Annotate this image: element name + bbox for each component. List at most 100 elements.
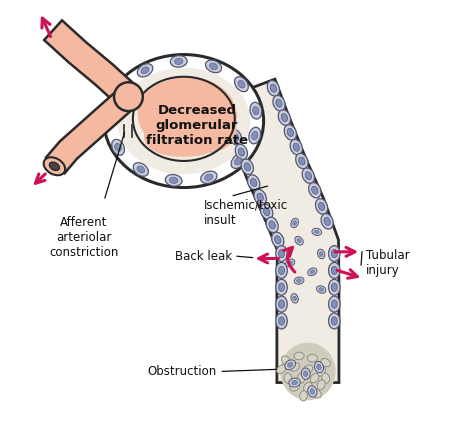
Ellipse shape bbox=[238, 148, 245, 156]
Ellipse shape bbox=[260, 204, 273, 219]
Ellipse shape bbox=[294, 352, 304, 360]
Ellipse shape bbox=[235, 157, 242, 165]
Ellipse shape bbox=[238, 80, 245, 88]
Ellipse shape bbox=[144, 112, 224, 157]
Polygon shape bbox=[44, 21, 137, 107]
Ellipse shape bbox=[249, 127, 261, 144]
Ellipse shape bbox=[312, 389, 321, 398]
Ellipse shape bbox=[300, 391, 307, 401]
Ellipse shape bbox=[210, 63, 218, 70]
Ellipse shape bbox=[206, 60, 222, 73]
Ellipse shape bbox=[288, 261, 292, 265]
Ellipse shape bbox=[235, 144, 247, 160]
Ellipse shape bbox=[311, 186, 318, 194]
Ellipse shape bbox=[165, 174, 182, 186]
Ellipse shape bbox=[114, 82, 143, 111]
Ellipse shape bbox=[290, 140, 302, 155]
Ellipse shape bbox=[285, 259, 295, 267]
Ellipse shape bbox=[304, 382, 312, 392]
Polygon shape bbox=[217, 79, 339, 383]
Ellipse shape bbox=[322, 373, 329, 383]
Ellipse shape bbox=[273, 95, 285, 111]
Ellipse shape bbox=[118, 68, 250, 174]
Ellipse shape bbox=[270, 84, 276, 92]
Ellipse shape bbox=[317, 367, 326, 376]
Ellipse shape bbox=[279, 317, 284, 325]
Ellipse shape bbox=[244, 163, 250, 171]
Ellipse shape bbox=[231, 154, 245, 169]
Ellipse shape bbox=[221, 103, 227, 111]
Ellipse shape bbox=[331, 266, 337, 275]
Ellipse shape bbox=[264, 208, 270, 215]
Ellipse shape bbox=[290, 383, 300, 391]
Ellipse shape bbox=[276, 296, 287, 312]
Ellipse shape bbox=[284, 373, 292, 383]
Ellipse shape bbox=[276, 279, 287, 295]
Ellipse shape bbox=[274, 236, 281, 244]
Ellipse shape bbox=[310, 270, 315, 274]
Ellipse shape bbox=[254, 190, 266, 205]
Ellipse shape bbox=[293, 296, 296, 301]
Ellipse shape bbox=[272, 232, 284, 248]
Ellipse shape bbox=[316, 198, 328, 214]
Ellipse shape bbox=[297, 279, 301, 282]
Ellipse shape bbox=[277, 365, 286, 374]
Ellipse shape bbox=[104, 54, 264, 187]
Ellipse shape bbox=[291, 218, 299, 228]
Ellipse shape bbox=[201, 171, 217, 183]
Ellipse shape bbox=[139, 77, 237, 157]
Ellipse shape bbox=[321, 214, 333, 229]
Ellipse shape bbox=[305, 172, 311, 180]
Ellipse shape bbox=[292, 380, 298, 385]
Ellipse shape bbox=[276, 99, 282, 107]
Ellipse shape bbox=[205, 174, 213, 181]
Ellipse shape bbox=[289, 378, 301, 387]
Text: Decreased
glomerular
filtration rate: Decreased glomerular filtration rate bbox=[146, 104, 248, 147]
Ellipse shape bbox=[137, 64, 153, 77]
Ellipse shape bbox=[253, 107, 259, 115]
Ellipse shape bbox=[291, 293, 298, 303]
Ellipse shape bbox=[112, 139, 125, 155]
Ellipse shape bbox=[137, 166, 145, 173]
Ellipse shape bbox=[328, 279, 340, 295]
Ellipse shape bbox=[266, 217, 278, 233]
Ellipse shape bbox=[308, 268, 317, 276]
Ellipse shape bbox=[108, 115, 114, 123]
Text: Back leak: Back leak bbox=[175, 250, 232, 263]
Ellipse shape bbox=[328, 296, 340, 312]
Ellipse shape bbox=[105, 111, 117, 128]
Ellipse shape bbox=[319, 288, 324, 291]
Ellipse shape bbox=[314, 230, 319, 234]
Ellipse shape bbox=[250, 102, 262, 119]
Text: Afferent
arteriolar
constriction: Afferent arteriolar constriction bbox=[49, 216, 119, 260]
Ellipse shape bbox=[227, 118, 233, 126]
Ellipse shape bbox=[247, 175, 260, 190]
Ellipse shape bbox=[49, 162, 60, 170]
Ellipse shape bbox=[317, 380, 325, 390]
FancyArrowPatch shape bbox=[283, 248, 295, 272]
Text: Tubular
injury: Tubular injury bbox=[365, 249, 409, 277]
Ellipse shape bbox=[278, 110, 291, 125]
Ellipse shape bbox=[117, 87, 124, 95]
Ellipse shape bbox=[170, 56, 187, 67]
Ellipse shape bbox=[307, 355, 318, 362]
Ellipse shape bbox=[169, 177, 178, 183]
Ellipse shape bbox=[133, 163, 148, 176]
Ellipse shape bbox=[331, 283, 337, 291]
Ellipse shape bbox=[302, 168, 315, 183]
Ellipse shape bbox=[310, 388, 315, 394]
Ellipse shape bbox=[309, 182, 321, 198]
Text: Ischemic/toxic
insult: Ischemic/toxic insult bbox=[204, 198, 288, 227]
Ellipse shape bbox=[224, 114, 236, 129]
Ellipse shape bbox=[293, 221, 297, 225]
Ellipse shape bbox=[44, 157, 65, 175]
Ellipse shape bbox=[250, 178, 257, 186]
Ellipse shape bbox=[174, 58, 183, 65]
Ellipse shape bbox=[114, 83, 127, 99]
Ellipse shape bbox=[115, 143, 121, 151]
Ellipse shape bbox=[331, 300, 337, 308]
Ellipse shape bbox=[303, 371, 308, 376]
Ellipse shape bbox=[137, 81, 203, 144]
Ellipse shape bbox=[257, 193, 264, 201]
Ellipse shape bbox=[280, 343, 336, 401]
